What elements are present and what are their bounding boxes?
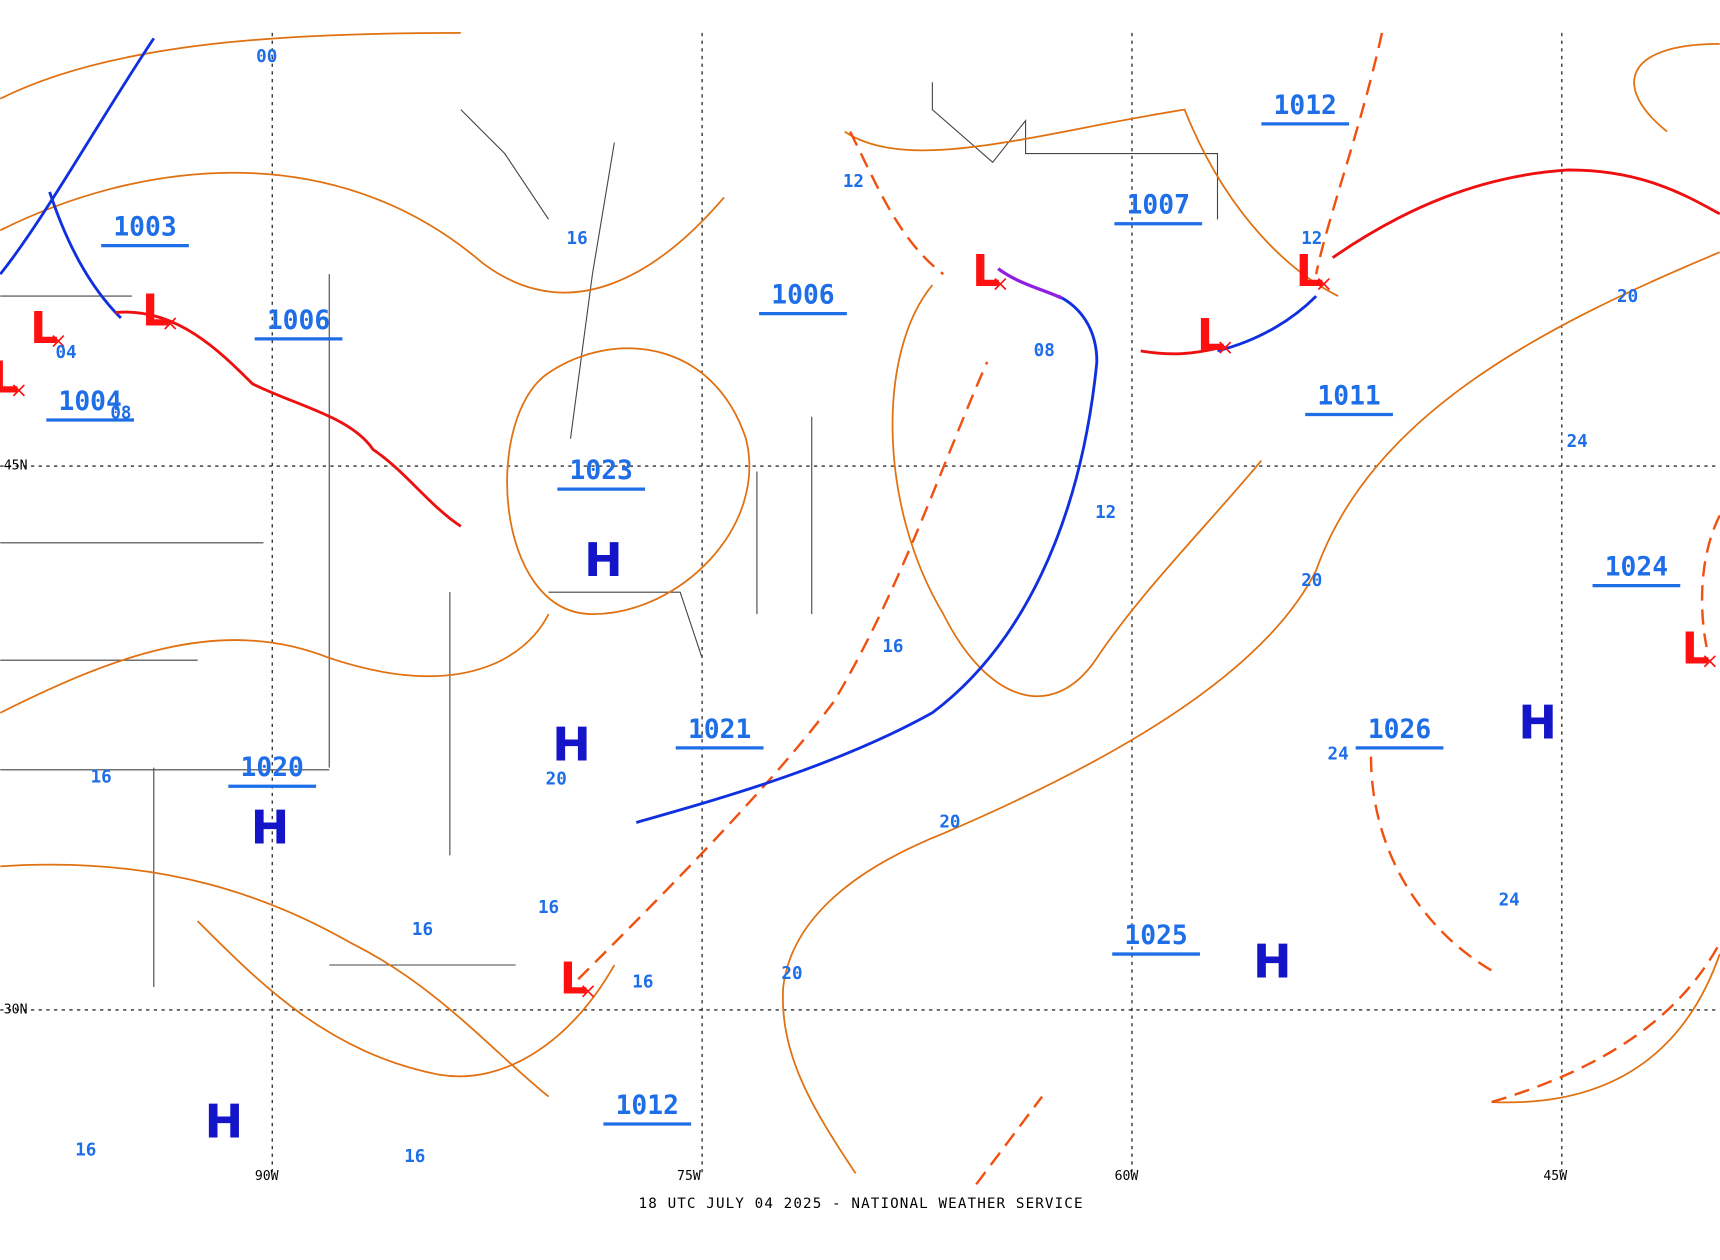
- pressure-label: 1006: [771, 281, 834, 311]
- isobar-label: 24: [1499, 890, 1520, 910]
- isobar-label: 16: [404, 1147, 425, 1167]
- isobar-label: 24: [1328, 744, 1349, 764]
- low-marker: [1703, 655, 1716, 668]
- low-marker: [164, 317, 177, 330]
- high-center: H: [1518, 695, 1557, 749]
- pressure-label: 1024: [1605, 553, 1668, 583]
- low-marker: [1317, 277, 1330, 291]
- pressure-label: 1025: [1124, 921, 1187, 951]
- troughs: [577, 32, 1720, 1186]
- isobar-label: 16: [632, 973, 653, 993]
- grid-label: 30N: [4, 1002, 28, 1017]
- isobar-label: 16: [412, 920, 433, 940]
- lat-lon-grid: [0, 32, 1720, 1174]
- low-center: L: [0, 353, 19, 404]
- isobar-label: 16: [75, 1140, 96, 1160]
- isobar-label: 24: [1567, 432, 1588, 452]
- isobars: [0, 32, 1720, 1174]
- high-center: H: [251, 801, 290, 855]
- high-center: H: [552, 717, 591, 771]
- pressure-label: 1012: [616, 1091, 679, 1121]
- low-marker: [52, 334, 65, 348]
- high-center: H: [1253, 935, 1292, 989]
- pressure-label: 1003: [113, 213, 176, 243]
- low-marker: [581, 985, 595, 998]
- high-center: H: [584, 533, 623, 587]
- low-marker: [1219, 341, 1232, 354]
- isobar-label: 12: [1301, 229, 1322, 249]
- cold-fronts: [0, 37, 1318, 824]
- pressure-label: 1006: [267, 306, 330, 336]
- grid-label: 60W: [1115, 1169, 1139, 1184]
- pressure-label: 1020: [241, 753, 304, 783]
- isobar-label: 20: [546, 770, 567, 790]
- footer: 18 UTC JULY 04 2025 - NATIONAL WEATHER S…: [639, 1196, 1084, 1212]
- isobar-label: 08: [110, 403, 131, 423]
- grid-label: 75W: [677, 1169, 701, 1184]
- isobar-label: 00: [256, 47, 277, 67]
- isobar-label: 16: [538, 898, 559, 918]
- grid-label: 90W: [255, 1169, 279, 1184]
- isobar-label: 16: [882, 637, 903, 657]
- isobar-label: 08: [1034, 341, 1055, 361]
- pressure-label: 1004: [59, 387, 122, 417]
- isobar-label: 20: [1617, 287, 1638, 307]
- pressure-label: 1021: [688, 715, 751, 745]
- isobar-label: 04: [55, 343, 76, 363]
- isobar-label: 20: [939, 812, 960, 832]
- occluded-front: [997, 267, 1063, 300]
- grid-label: 45N: [4, 459, 28, 474]
- isobar-label: 12: [1095, 503, 1116, 523]
- pressure-label: 1007: [1127, 191, 1190, 221]
- borders: [0, 82, 1219, 987]
- isobar-label: 16: [567, 229, 588, 249]
- grid-label: 45W: [1543, 1169, 1567, 1184]
- isobar-label: 20: [781, 964, 802, 984]
- high-center: H: [205, 1095, 244, 1149]
- warm-fronts: [115, 168, 1720, 528]
- low-marker: [994, 277, 1007, 291]
- low-marker: [12, 384, 25, 397]
- pressure-label: 1012: [1274, 91, 1337, 121]
- pressure-label: 1026: [1368, 715, 1431, 745]
- isobar-label: 12: [843, 172, 864, 192]
- pressure-label: 1023: [570, 456, 633, 486]
- isobar-label: 16: [91, 767, 112, 787]
- isobar-label: 20: [1301, 571, 1322, 591]
- pressure-label: 1011: [1317, 381, 1380, 411]
